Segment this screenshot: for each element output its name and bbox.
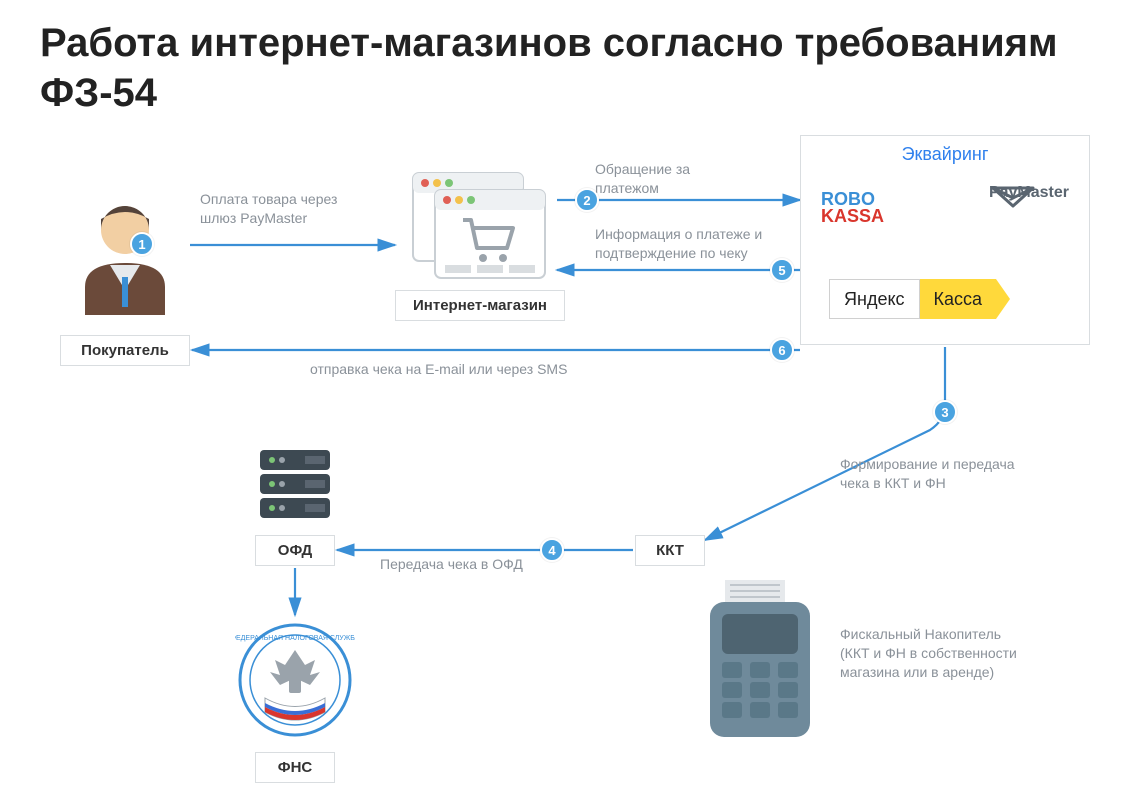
edge-text-3: Формирование и передача чека в ККТ и ФН [840, 455, 1015, 493]
acquiring-title: Эквайринг [801, 136, 1089, 165]
shop-label: Интернет-магазин [395, 290, 565, 321]
edge-text-6: отправка чека на E-mail или через SMS [310, 360, 567, 379]
pos-terminal-icon [690, 580, 830, 750]
shop-icon [405, 165, 555, 285]
kkt-note: Фискальный Накопитель (ККТ и ФН в собств… [840, 625, 1017, 682]
edge-text-1: Оплата товара через шлюз PayMaster [200, 190, 337, 228]
edge-text-4: Передача чека в ОФД [380, 555, 523, 574]
fns-label: ФНС [255, 752, 335, 783]
step-badge-6: 6 [770, 338, 794, 362]
step-badge-3: 3 [933, 400, 957, 424]
buyer-label: Покупатель [60, 335, 190, 366]
robokassa-logo: ROBO KASSA [821, 191, 884, 225]
step-badge-2: 2 [575, 188, 599, 212]
buyer-icon [70, 195, 180, 315]
server-icon [250, 440, 340, 530]
step-badge-1: 1 [130, 232, 154, 256]
kkt-label: ККТ [635, 535, 705, 566]
fns-emblem-icon: ФЕДЕРАЛЬНАЯ НАЛОГОВАЯ СЛУЖБА [235, 620, 355, 740]
svg-text:ФЕДЕРАЛЬНАЯ НАЛОГОВАЯ СЛУЖБА: ФЕДЕРАЛЬНАЯ НАЛОГОВАЯ СЛУЖБА [235, 635, 355, 642]
acquiring-box: Эквайринг ROBO KASSA PayMaster Яндекс Ка… [800, 135, 1090, 345]
ofd-label: ОФД [255, 535, 335, 566]
yandex-kassa-logo: Яндекс Касса [829, 279, 996, 319]
diagram-canvas: Эквайринг ROBO KASSA PayMaster Яндекс Ка… [0, 0, 1121, 804]
edge-text-2: Обращение за платежом [595, 160, 690, 198]
step-badge-4: 4 [540, 538, 564, 562]
edge-3 [705, 347, 945, 540]
paymaster-logo: PayMaster [989, 184, 1069, 202]
edge-text-5: Информация о платеже и подтверждение по … [595, 225, 762, 263]
step-badge-5: 5 [770, 258, 794, 282]
